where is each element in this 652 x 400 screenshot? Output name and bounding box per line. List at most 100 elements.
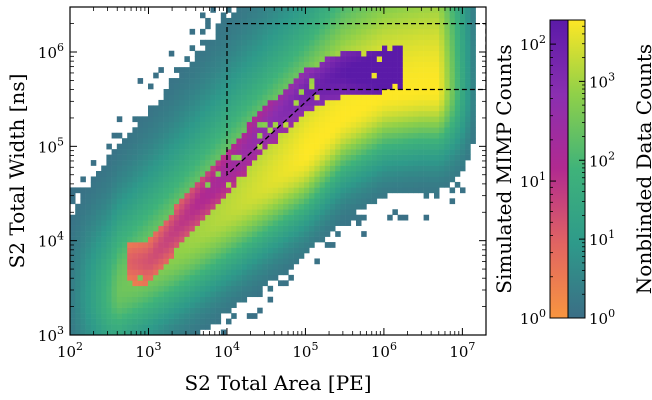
data-cell	[85, 329, 92, 335]
data-cell	[142, 176, 149, 183]
mimp-cell	[288, 105, 294, 112]
data-cell	[184, 302, 190, 308]
data-cell	[335, 149, 341, 155]
data-cell	[423, 192, 430, 199]
data-cell	[309, 209, 315, 216]
data-cell	[137, 138, 144, 144]
mimp-cell	[174, 220, 180, 226]
data-cell	[158, 192, 164, 199]
data-cell	[402, 56, 409, 62]
data-cell	[200, 121, 206, 128]
mimp-cell	[319, 99, 326, 106]
mimp-cell	[366, 83, 372, 90]
mimp-cell	[200, 176, 206, 183]
data-cell	[210, 99, 216, 106]
data-cell	[444, 56, 450, 62]
data-cell	[142, 203, 149, 210]
data-cell	[90, 198, 97, 205]
data-cell	[163, 324, 170, 330]
mimp-cell	[293, 83, 300, 90]
data-cell	[408, 83, 414, 90]
mimp-cell	[184, 209, 190, 216]
data-cell	[142, 187, 149, 194]
data-cell	[236, 61, 242, 68]
data-cell	[262, 99, 268, 106]
mimp-cell	[210, 192, 216, 199]
data-cell	[356, 203, 362, 210]
data-cell	[158, 99, 164, 106]
data-cell	[179, 89, 185, 95]
data-cell	[246, 285, 253, 292]
data-cell	[127, 329, 133, 335]
data-cell	[106, 231, 112, 237]
data-cell	[101, 329, 107, 335]
data-cell	[158, 181, 164, 188]
data-cell	[90, 313, 97, 319]
data-cell	[366, 105, 372, 112]
mimp-cell	[184, 225, 190, 232]
mimp-cell	[132, 269, 138, 276]
data-cell	[220, 198, 227, 205]
data-cell	[397, 12, 404, 19]
mimp-cell	[153, 231, 159, 237]
data-cell	[408, 121, 414, 128]
data-cell	[257, 50, 263, 57]
data-cell	[163, 280, 170, 287]
data-cell	[200, 296, 206, 303]
data-cell	[220, 67, 227, 73]
data-cell	[236, 225, 242, 232]
data-cell	[454, 127, 461, 134]
data-cell	[168, 83, 175, 90]
data-cell	[428, 45, 435, 52]
data-cell	[382, 17, 388, 24]
data-cell	[428, 34, 435, 41]
data-cell	[262, 72, 268, 79]
mimp-cell	[153, 247, 159, 254]
mimp-cell	[236, 171, 242, 177]
data-cell	[132, 171, 138, 177]
data-cell	[262, 39, 268, 46]
data-cell	[283, 263, 289, 270]
data-cell	[470, 45, 476, 52]
data-cell	[278, 143, 284, 150]
data-cell	[371, 72, 378, 79]
data-cell	[387, 110, 393, 117]
data-cell	[189, 258, 196, 265]
data-cell	[246, 231, 253, 237]
data-cell	[226, 269, 232, 276]
data-cell	[220, 263, 227, 270]
data-cell	[215, 318, 222, 325]
data-cell	[205, 324, 211, 330]
mimp-cell	[142, 280, 149, 287]
data-cell	[246, 116, 253, 123]
mimp-cell	[168, 231, 175, 237]
data-cell	[309, 154, 315, 161]
mimp-cell	[158, 242, 164, 248]
data-cell	[272, 192, 279, 199]
data-cell	[330, 12, 336, 19]
mimp-cell	[304, 94, 310, 101]
data-cell	[200, 285, 206, 292]
mimp-cell	[127, 253, 133, 259]
data-cell	[408, 94, 414, 101]
data-cell	[454, 12, 461, 19]
mimp-cell	[158, 253, 164, 259]
data-cell	[470, 138, 476, 144]
data-cell	[205, 258, 211, 265]
data-cell	[205, 313, 211, 319]
data-cell	[314, 203, 320, 210]
data-cell	[408, 187, 414, 194]
data-cell	[262, 209, 268, 216]
data-cell	[262, 160, 268, 166]
data-cell	[189, 121, 196, 128]
data-cell	[345, 203, 352, 210]
data-cell	[174, 127, 180, 134]
mimp-cell	[288, 94, 294, 101]
data-cell	[324, 116, 331, 123]
data-cell	[220, 12, 227, 19]
data-cell	[293, 39, 300, 46]
data-cell	[148, 181, 154, 188]
mimp-cell	[174, 209, 180, 216]
data-cell	[413, 187, 419, 194]
data-cell	[205, 67, 211, 73]
